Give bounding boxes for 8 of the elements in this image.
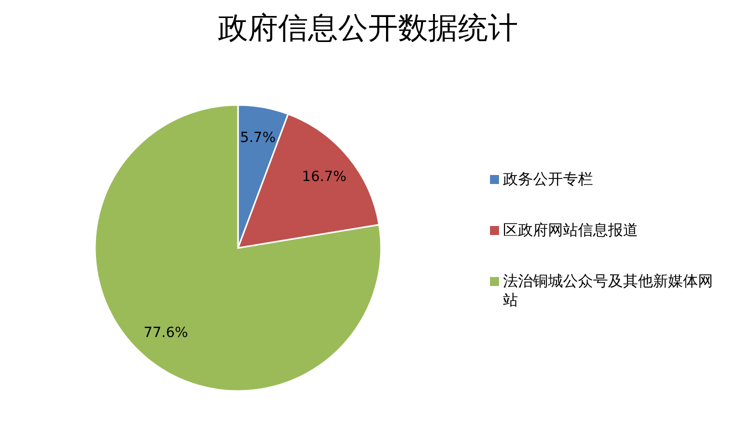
data-label: 5.7% bbox=[240, 130, 276, 146]
data-label: 77.6% bbox=[144, 325, 188, 342]
data-label: 16.7% bbox=[302, 169, 346, 186]
chart-title: 政府信息公开数据统计 bbox=[217, 10, 519, 48]
legend-label: 法治铜城公众号及其他新媒体网站 bbox=[503, 272, 714, 310]
legend-label: 区政府网站信息报道 bbox=[503, 221, 638, 240]
pie-slice bbox=[94, 104, 382, 392]
legend-label: 政务公开专栏 bbox=[503, 170, 593, 189]
